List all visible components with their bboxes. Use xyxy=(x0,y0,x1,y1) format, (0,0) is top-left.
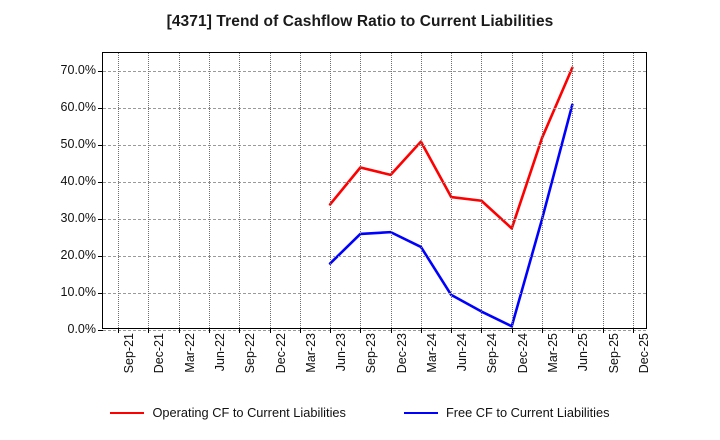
x-axis-tick-mark xyxy=(269,328,271,333)
gridline-vertical xyxy=(269,53,271,328)
legend-label: Free CF to Current Liabilities xyxy=(445,405,610,420)
y-axis-tick-mark xyxy=(98,293,103,295)
x-axis-tick-label: Mar-24 xyxy=(424,333,439,373)
x-axis-tick-label: Dec-23 xyxy=(394,333,409,374)
legend-entry[interactable]: Operating CF to Current Liabilities xyxy=(110,405,346,420)
y-axis-tick-label: 50.0% xyxy=(60,137,96,152)
gridline-horizontal xyxy=(103,145,646,147)
y-axis-tick-label: 30.0% xyxy=(60,211,96,226)
x-axis-tick-label: Dec-22 xyxy=(273,333,288,374)
y-axis-tick-mark xyxy=(98,145,103,147)
legend-color-swatch xyxy=(110,411,145,414)
gridline-vertical xyxy=(360,53,362,328)
x-axis-tick-label: Sep-24 xyxy=(485,333,500,374)
x-axis-tick-mark xyxy=(148,328,150,333)
legend-label: Operating CF to Current Liabilities xyxy=(152,405,346,420)
x-axis-tick-label: Jun-24 xyxy=(455,333,470,372)
gridline-vertical xyxy=(511,53,513,328)
gridline-vertical xyxy=(572,53,574,328)
gridline-horizontal xyxy=(103,182,646,184)
gridline-vertical xyxy=(208,53,210,328)
gridline-horizontal xyxy=(103,293,646,295)
y-axis-tick-label: 10.0% xyxy=(60,285,96,300)
gridline-vertical xyxy=(542,53,544,328)
x-axis-tick-label: Dec-21 xyxy=(152,333,167,374)
y-axis-tick-mark xyxy=(98,108,103,110)
x-axis-tick-mark xyxy=(390,328,392,333)
x-axis-tick-label: Dec-25 xyxy=(636,333,651,374)
series-lines xyxy=(328,66,574,328)
gridline-vertical xyxy=(148,53,150,328)
x-axis-tick-labels: Sep-21 Dec-21 Mar-22 Jun-22 Sep-22 Dec-22 Mar-… xyxy=(102,333,651,403)
gridline-horizontal xyxy=(103,219,646,221)
x-axis-tick-label: Dec-24 xyxy=(515,333,530,374)
x-axis-tick-mark xyxy=(360,328,362,333)
x-axis-tick-label: Mar-22 xyxy=(182,333,197,373)
x-axis-tick-mark xyxy=(420,328,422,333)
y-axis-tick-mark xyxy=(98,330,103,331)
gridline-vertical xyxy=(330,53,332,328)
gridline-vertical xyxy=(390,53,392,328)
x-axis-tick-label: Sep-21 xyxy=(122,333,137,374)
x-axis-tick-label: Sep-23 xyxy=(364,333,379,374)
y-axis-tick-label: 60.0% xyxy=(60,100,96,115)
gridline-vertical xyxy=(602,53,604,328)
gridline-vertical xyxy=(299,53,301,328)
gridline-vertical xyxy=(451,53,453,328)
x-axis-tick-label: Sep-25 xyxy=(606,333,621,374)
gridline-vertical xyxy=(420,53,422,328)
y-axis-tick-label: 70.0% xyxy=(60,63,96,78)
x-axis-tick-mark xyxy=(208,328,210,333)
chart-legend: Operating CF to Current Liabilities Free … xyxy=(0,405,720,420)
x-axis-tick-label: Jun-23 xyxy=(334,333,349,372)
y-axis-tick-labels: 0.0% 10.0% 20.0% 30.0% 40.0% 50.0% 60.0% 70.0% xyxy=(38,52,96,336)
x-axis-tick-mark xyxy=(239,328,241,333)
x-axis-tick-label: Sep-22 xyxy=(243,333,258,374)
x-axis-tick-mark xyxy=(118,328,120,333)
legend-color-swatch xyxy=(403,411,438,414)
y-axis-tick-mark xyxy=(98,256,103,258)
gridline-horizontal xyxy=(103,71,646,73)
x-axis-tick-mark xyxy=(632,328,634,333)
x-axis-tick-label: Mar-23 xyxy=(303,333,318,373)
x-axis-tick-mark xyxy=(330,328,332,333)
gridline-vertical xyxy=(481,53,483,328)
plot-area xyxy=(98,52,647,333)
x-axis-tick-mark xyxy=(481,328,483,333)
y-axis-tick-label: 40.0% xyxy=(60,174,96,189)
legend-entry[interactable]: Free CF to Current Liabilities xyxy=(403,405,610,420)
y-axis-tick-label: 20.0% xyxy=(60,248,96,263)
y-axis-tick-label: 0.0% xyxy=(67,322,97,336)
gridline-vertical xyxy=(632,53,634,328)
gridline-vertical xyxy=(239,53,241,328)
x-axis-tick-label: Jun-25 xyxy=(576,333,591,372)
y-axis-tick-mark xyxy=(98,182,103,184)
x-axis-tick-label: Jun-22 xyxy=(212,333,227,372)
x-axis-tick-mark xyxy=(511,328,513,333)
gridline-horizontal xyxy=(103,256,646,258)
x-axis-tick-mark xyxy=(299,328,301,333)
gridline-horizontal xyxy=(103,330,646,331)
x-axis-tick-mark xyxy=(572,328,574,333)
gridline-horizontal xyxy=(103,108,646,110)
x-axis-tick-label: Mar-25 xyxy=(546,333,561,373)
chart-title: [4371] Trend of Cashflow Ratio to Curren… xyxy=(166,13,554,30)
x-axis-tick-mark xyxy=(451,328,453,333)
x-axis-tick-mark xyxy=(542,328,544,333)
x-axis-tick-mark xyxy=(178,328,180,333)
gridline-vertical xyxy=(178,53,180,328)
x-axis-tick-mark xyxy=(602,328,604,333)
gridline-vertical xyxy=(118,53,120,328)
y-axis-tick-mark xyxy=(98,71,103,73)
y-axis-tick-mark xyxy=(98,219,103,221)
